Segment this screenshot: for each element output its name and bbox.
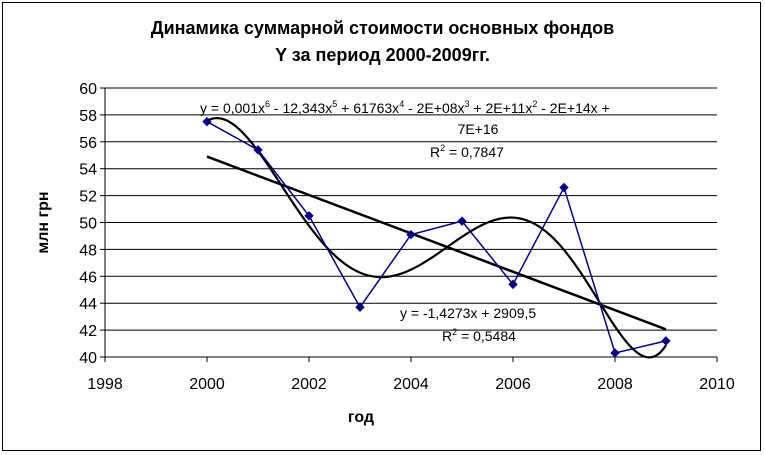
equation-exponent: 3 bbox=[465, 99, 470, 109]
x-tick-label: 1998 bbox=[87, 376, 123, 393]
data-point-marker bbox=[253, 145, 263, 155]
polynomial-trend-line bbox=[206, 117, 667, 359]
equation-term: = 0,7847 bbox=[445, 144, 504, 160]
equation-term: R bbox=[442, 328, 452, 344]
equation-exponent: 2 bbox=[440, 143, 445, 153]
data-point-marker bbox=[559, 182, 569, 193]
y-tick-label: 42 bbox=[79, 323, 97, 340]
x-tick-label: 2000 bbox=[189, 376, 225, 393]
data-point-marker bbox=[610, 348, 620, 358]
linear-trend-line bbox=[206, 155, 667, 331]
data-point-marker bbox=[508, 279, 518, 290]
equation-exponent: 2 bbox=[532, 99, 537, 109]
x-tick-label: 2002 bbox=[291, 376, 327, 393]
data-point-marker bbox=[406, 229, 416, 240]
equation-term: y = 0,001x bbox=[200, 100, 265, 116]
polynomial-equation-line-2: 7E+16 bbox=[458, 121, 499, 137]
y-tick-label: 50 bbox=[79, 216, 97, 233]
linear-equation: y = -1,4273x + 2909,5 bbox=[400, 305, 536, 321]
y-tick-label: 48 bbox=[79, 242, 97, 259]
equation-term: - 2E+08x bbox=[404, 100, 464, 116]
x-tick-label: 2008 bbox=[597, 376, 633, 393]
equation-exponent: 6 bbox=[265, 99, 270, 109]
x-axis-title: год bbox=[348, 409, 374, 426]
equation-term: + 61763x bbox=[337, 100, 399, 116]
y-tick-label: 52 bbox=[79, 189, 97, 206]
linear-r-squared: R2 = 0,5484 bbox=[442, 327, 516, 344]
data-series-line bbox=[206, 120, 667, 354]
data-point-marker bbox=[304, 211, 314, 221]
y-tick-label: 56 bbox=[79, 135, 97, 152]
equation-term: = 0,5484 bbox=[457, 328, 516, 344]
equation-exponent: 2 bbox=[452, 327, 457, 337]
equation-term: - 2E+14x + bbox=[537, 100, 609, 116]
polynomial-equation-line-1: y = 0,001x6 - 12,343x5 + 61763x4 - 2E+08… bbox=[200, 99, 610, 116]
y-tick-label: 40 bbox=[79, 350, 97, 367]
chart-title-line-2: Y за период 2000-2009гг. bbox=[275, 45, 490, 65]
equation-term: R bbox=[430, 144, 440, 160]
data-point-marker bbox=[202, 116, 212, 127]
chart-title-line-1: Динамика суммарной стоимости основных фо… bbox=[150, 18, 615, 38]
equation-term: + 2E+11x bbox=[470, 100, 533, 116]
y-tick-label: 60 bbox=[79, 81, 97, 98]
equation-exponent: 5 bbox=[332, 99, 337, 109]
data-point-marker bbox=[457, 216, 467, 226]
y-tick-label: 46 bbox=[79, 269, 97, 286]
equation-exponent: 4 bbox=[399, 99, 404, 109]
y-tick-label: 54 bbox=[79, 162, 97, 179]
x-tick-label: 2010 bbox=[699, 376, 735, 393]
x-tick-label: 2004 bbox=[393, 376, 429, 393]
y-axis-title: млн грн bbox=[35, 191, 52, 253]
x-tick-label: 2006 bbox=[495, 376, 531, 393]
equation-term: - 12,343x bbox=[270, 100, 332, 116]
y-tick-label: 58 bbox=[79, 108, 97, 125]
data-point-marker bbox=[661, 336, 671, 346]
y-tick-label: 44 bbox=[79, 296, 97, 313]
chart-frame bbox=[2, 2, 761, 451]
data-point-marker bbox=[355, 302, 365, 312]
polynomial-r-squared: R2 = 0,7847 bbox=[430, 143, 504, 160]
